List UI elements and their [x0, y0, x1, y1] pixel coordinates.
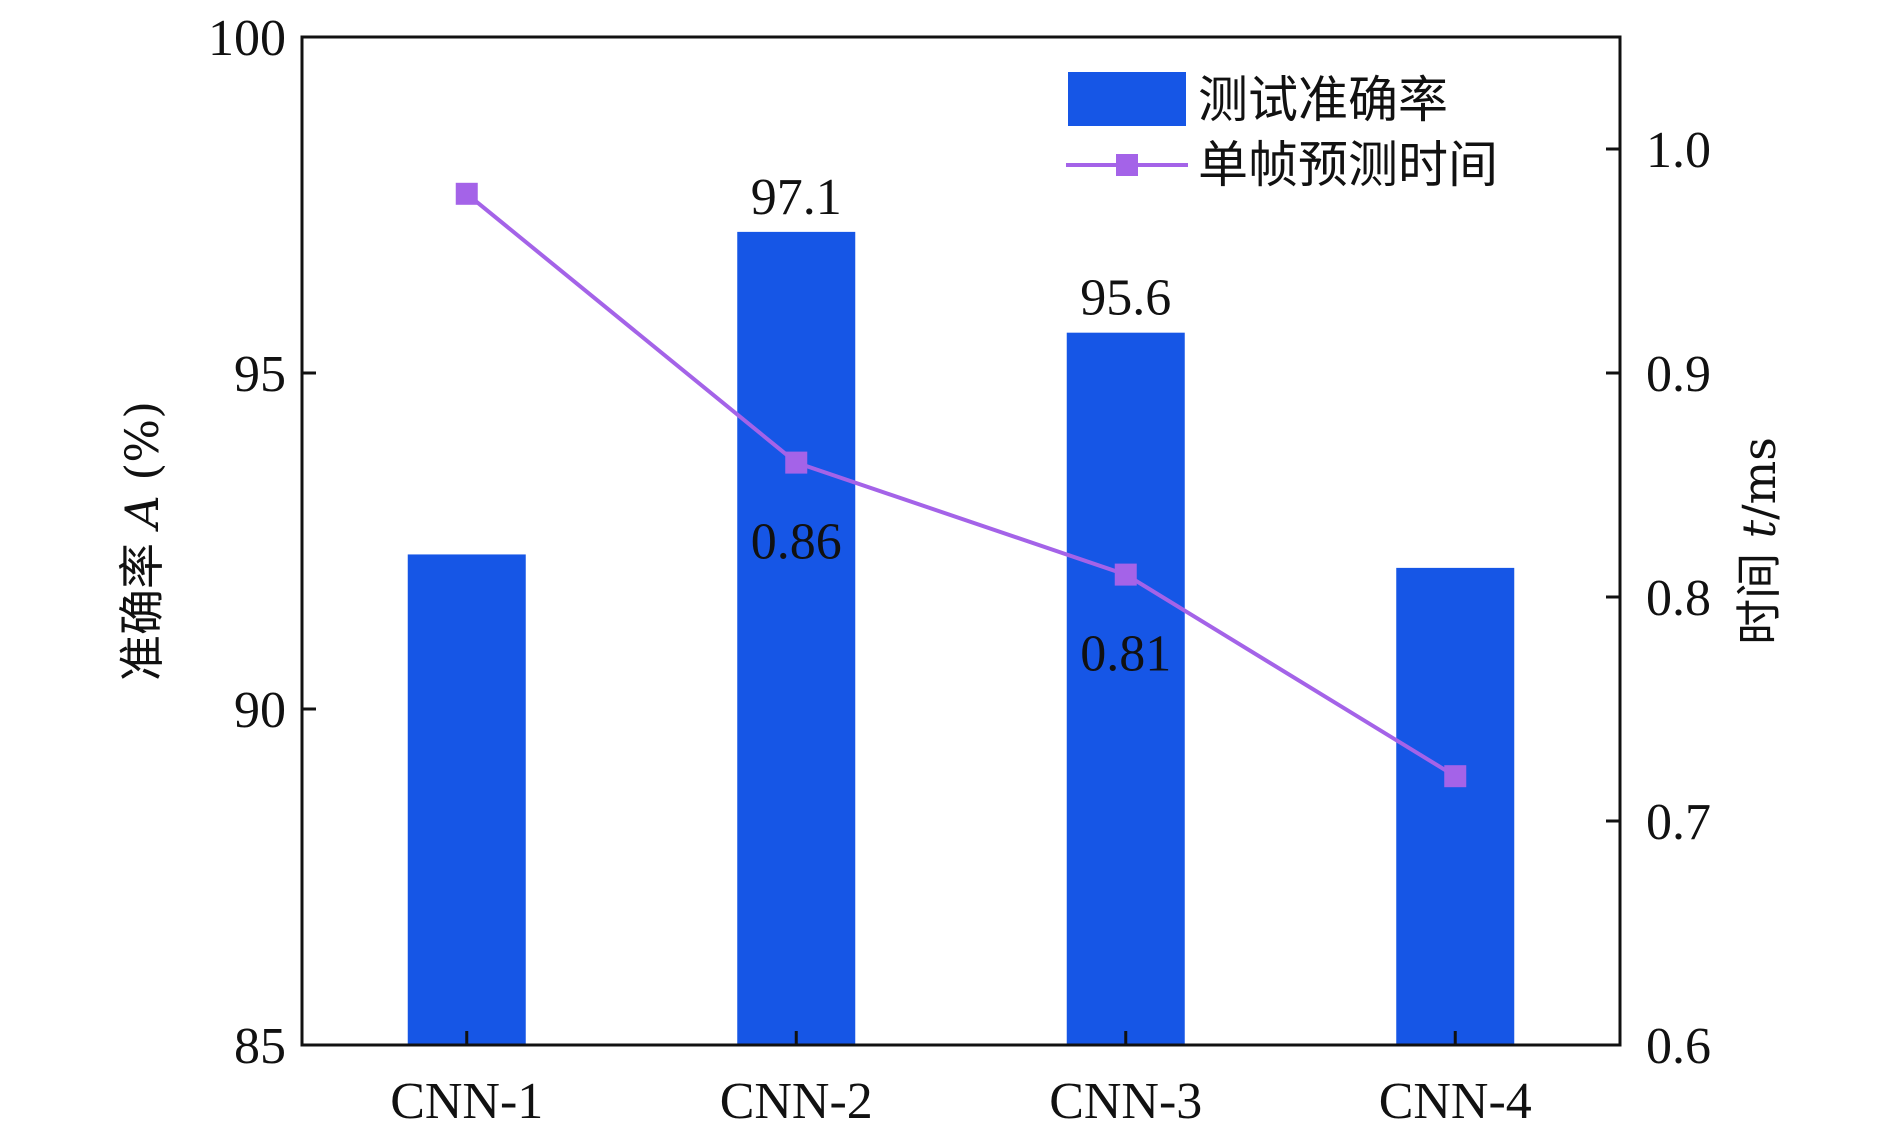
time-point-CNN-2 — [785, 451, 808, 474]
right-axis-ticks: 0.6 0.7 0.8 0.9 1.0 — [1606, 122, 1711, 1075]
plot-frame — [300, 35, 1622, 1047]
time-point-CNN-1 — [455, 182, 478, 205]
legend-line-label: 单帧预测时间 — [1198, 136, 1498, 194]
bar-value-label: 97.1 — [751, 169, 842, 226]
legend-line-marker — [1116, 154, 1138, 176]
time-point-CNN-3 — [1114, 563, 1137, 586]
bars-layer — [407, 231, 1515, 1045]
left-axis-ticks: 85 90 95 100 — [208, 10, 316, 1075]
time-line — [465, 192, 1457, 778]
right-tick-label: 1.0 — [1646, 122, 1711, 179]
right-tick-label: 0.7 — [1646, 794, 1711, 851]
right-tick-label: 0.8 — [1646, 570, 1711, 627]
legend-bar-label: 测试准确率 — [1198, 71, 1448, 129]
left-tick-label: 85 — [234, 1018, 286, 1075]
bar-CNN-4 — [1396, 567, 1515, 1045]
x-tick-label: CNN-1 — [390, 1073, 543, 1123]
line-layer — [455, 182, 1467, 788]
left-tick-label: 100 — [208, 10, 286, 67]
right-axis-title: 时间 t/ms — [1732, 437, 1786, 645]
x-axis-ticks: CNN-1 CNN-2 CNN-3 CNN-4 — [390, 1031, 1532, 1123]
bar-value-label: 95.6 — [1080, 270, 1171, 327]
right-tick-label: 0.9 — [1646, 346, 1711, 403]
x-tick-label: CNN-2 — [720, 1073, 873, 1123]
bar-CNN-3 — [1066, 332, 1185, 1045]
time-value-label: 0.86 — [751, 514, 842, 571]
bar-CNN-1 — [407, 554, 526, 1045]
x-tick-label: CNN-3 — [1049, 1073, 1202, 1123]
left-tick-label: 90 — [234, 682, 286, 739]
legend-bar-swatch — [1068, 72, 1186, 126]
data-labels-layer: 97.1 95.6 0.86 0.81 — [751, 169, 1172, 683]
right-tick-label: 0.6 — [1646, 1018, 1711, 1075]
time-value-label: 0.81 — [1080, 626, 1171, 683]
left-tick-label: 95 — [234, 346, 286, 403]
x-tick-label: CNN-4 — [1379, 1073, 1532, 1123]
bar-CNN-2 — [737, 231, 856, 1045]
legend: 测试准确率 单帧预测时间 — [1066, 71, 1498, 194]
left-axis-title: 准确率 A (%) — [115, 401, 169, 681]
time-point-CNN-4 — [1444, 765, 1467, 788]
